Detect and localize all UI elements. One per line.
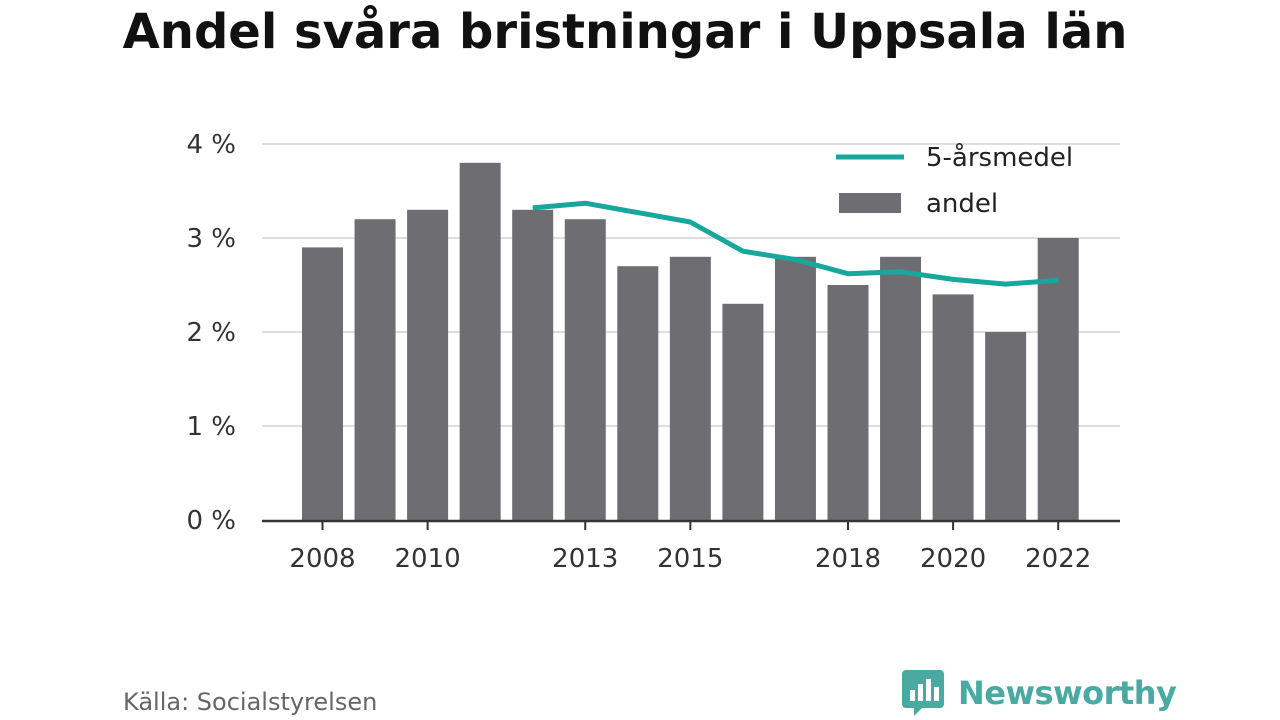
- legend-label: 5-årsmedel: [926, 142, 1073, 173]
- y-tick-label: 4 %: [186, 130, 236, 160]
- bar: [722, 303, 764, 520]
- bar: [302, 247, 343, 520]
- bar: [407, 209, 449, 521]
- x-tick-label: 2008: [289, 544, 355, 574]
- bar: [985, 332, 1027, 520]
- bar: [1037, 238, 1079, 520]
- y-tick-label: 0 %: [186, 506, 236, 536]
- x-tick-label: 2013: [552, 544, 618, 574]
- source-note: Källa: Socialstyrelsen: [123, 688, 378, 716]
- bar: [932, 294, 974, 520]
- bar: [564, 219, 606, 520]
- y-tick-label: 3 %: [186, 224, 236, 254]
- bar: [459, 162, 501, 521]
- x-tick-label: 2010: [395, 544, 461, 574]
- average-line: [532, 200, 1059, 287]
- chart-title: Andel svåra bristningar i Uppsala län: [122, 4, 1128, 60]
- newsworthy-logo-icon: [902, 670, 944, 716]
- bar: [827, 285, 869, 520]
- legend-swatch-bar: [839, 193, 901, 213]
- x-tick-label: 2022: [1025, 544, 1091, 574]
- brand-name: Newsworthy: [958, 674, 1177, 712]
- bars: [302, 162, 1079, 521]
- line-series-5-arsmedel: [532, 200, 1059, 287]
- bar: [617, 266, 659, 520]
- x-axis: 2008 2010 2013 2015 2018 2020 2022: [262, 519, 1120, 574]
- x-tick-label: 2015: [657, 544, 723, 574]
- x-tick-label: 2018: [815, 544, 881, 574]
- y-axis: 0 % 1 % 2 % 3 % 4 %: [186, 130, 236, 536]
- bar: [512, 209, 554, 521]
- x-tick-label: 2020: [920, 544, 986, 574]
- legend: 5-årsmedel andel: [836, 142, 1073, 219]
- bar: [880, 256, 922, 520]
- bar: [774, 256, 816, 520]
- y-tick-label: 2 %: [186, 318, 236, 348]
- bar: [354, 219, 396, 520]
- brand-logo: Newsworthy: [902, 670, 1177, 716]
- bar: [669, 256, 711, 520]
- legend-label: andel: [926, 189, 998, 219]
- y-tick-label: 1 %: [186, 412, 236, 442]
